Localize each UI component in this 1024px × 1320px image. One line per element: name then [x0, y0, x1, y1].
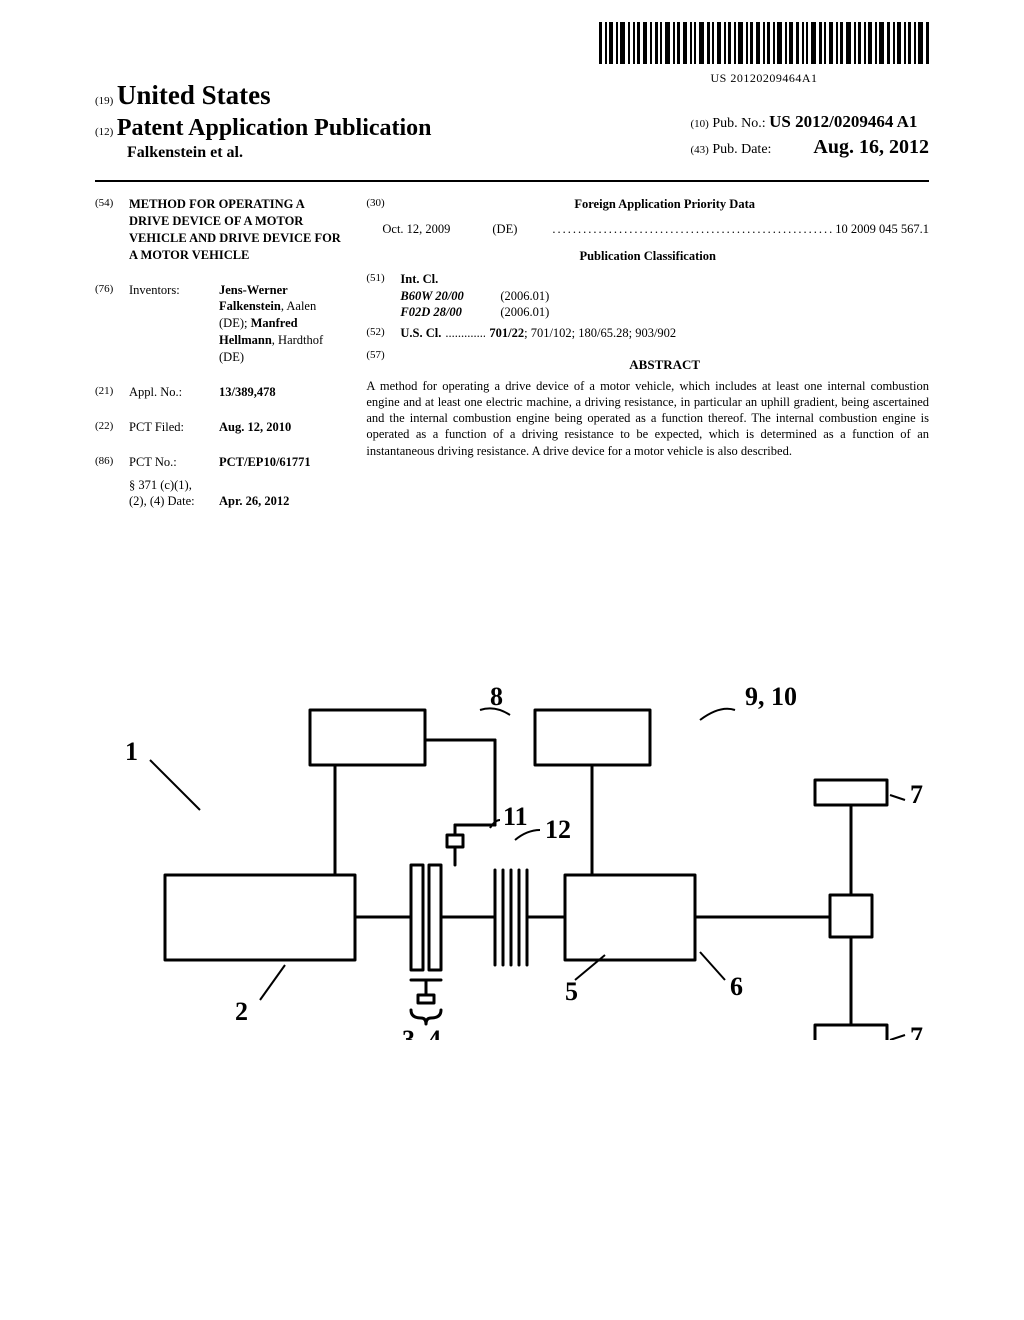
- pctno-value: PCT/EP10/61771: [219, 454, 342, 471]
- foreign-dots: [552, 221, 835, 238]
- code-54: (54): [95, 196, 129, 264]
- diagram-label-2: 2: [235, 997, 248, 1026]
- diagram-label-5: 5: [565, 977, 578, 1006]
- uscl-label: U.S. Cl.: [400, 325, 441, 342]
- pubdate-value: Aug. 16, 2012: [813, 136, 929, 158]
- diagram-label-9: 9, 10: [745, 682, 797, 711]
- code-10: (10): [690, 118, 708, 130]
- code-86: (86): [95, 454, 129, 471]
- uscl-value: 701/22; 701/102; 180/65.28; 903/902701/2…: [489, 325, 676, 342]
- code-22: (22): [95, 419, 129, 436]
- code-43: (43): [690, 144, 708, 156]
- intcl-0-yr: (2006.01): [500, 288, 549, 305]
- header-right: (10) Pub. No.: US 2012/0209464 A1 (43) P…: [690, 112, 929, 159]
- diagram-label-7b: 7: [910, 1022, 923, 1040]
- country-name: United States: [117, 80, 271, 110]
- foreign-date: Oct. 12, 2009: [382, 221, 492, 238]
- pctfiled-label: PCT Filed:: [129, 419, 219, 436]
- intcl-1-yr: (2006.01): [500, 304, 549, 321]
- code-19: (19): [95, 95, 113, 107]
- abstract-heading: ABSTRACT: [400, 356, 929, 374]
- intcl-0-sym: B60W 20/00: [400, 288, 500, 305]
- pubclass-heading: Publication Classification: [366, 248, 929, 265]
- uscl-dots: [445, 325, 485, 342]
- left-column: (54) METHOD FOR OPERATING A DRIVE DEVICE…: [95, 196, 342, 528]
- code-52: (52): [366, 325, 400, 342]
- diagram-label-8: 8: [490, 682, 503, 711]
- bibliographic-columns: (54) METHOD FOR OPERATING A DRIVE DEVICE…: [95, 196, 929, 528]
- barcode-graphic: [599, 22, 929, 64]
- doc-type: Patent Application Publication: [117, 115, 432, 141]
- pubno-label: Pub. No.:: [712, 116, 765, 131]
- s371-label: § 371 (c)(1), (2), (4) Date:: [129, 477, 219, 511]
- inventors-value: Jens-Werner Falkenstein, Aalen (DE); Man…: [219, 282, 342, 366]
- code-51: (51): [366, 271, 400, 288]
- abstract-body: A method for operating a drive device of…: [366, 378, 929, 459]
- inventors-label: Inventors:: [129, 282, 219, 366]
- applno-value: 13/389,478: [219, 384, 342, 401]
- diagram-label-11: 11: [503, 802, 528, 831]
- inventor-1-name: Jens-Werner Falkenstein: [219, 283, 288, 314]
- diagram-label-6: 6: [730, 972, 743, 1001]
- diagram-label-7a: 7: [910, 780, 923, 809]
- diagram-label-1: 1: [125, 737, 138, 766]
- code-76: (76): [95, 282, 129, 366]
- foreign-heading: Foreign Application Priority Data: [400, 196, 929, 213]
- pubdate-label: Pub. Date:: [712, 142, 771, 157]
- code-12: (12): [95, 126, 113, 138]
- barcode-region: US 20120209464A1: [599, 22, 929, 86]
- right-column: (30) Foreign Application Priority Data O…: [366, 196, 929, 528]
- diagram-label-3: 3, 4: [402, 1025, 441, 1040]
- patent-diagram: 1 2 3, 4 5 6 7 7 8 9, 10 11 12: [95, 670, 929, 1045]
- barcode-text: US 20120209464A1: [599, 71, 929, 86]
- foreign-country: (DE): [492, 221, 552, 238]
- s371-date: Apr. 26, 2012: [219, 493, 342, 510]
- code-blank: [95, 477, 129, 511]
- applno-label: Appl. No.:: [129, 384, 219, 401]
- code-30: (30): [366, 196, 400, 213]
- header-rule: [95, 180, 929, 182]
- intcl-1-sym: F02D 28/00: [400, 304, 500, 321]
- pctfiled-value: Aug. 12, 2010: [219, 419, 342, 436]
- invention-title: METHOD FOR OPERATING A DRIVE DEVICE OF A…: [129, 196, 342, 264]
- diagram-label-12: 12: [545, 815, 571, 844]
- code-57: (57): [366, 348, 400, 378]
- intcl-label: Int. Cl.: [400, 271, 438, 288]
- pctno-label: PCT No.:: [129, 454, 219, 471]
- foreign-number: 10 2009 045 567.1: [835, 221, 929, 238]
- code-21: (21): [95, 384, 129, 401]
- pubno-value: US 2012/0209464 A1: [769, 112, 917, 131]
